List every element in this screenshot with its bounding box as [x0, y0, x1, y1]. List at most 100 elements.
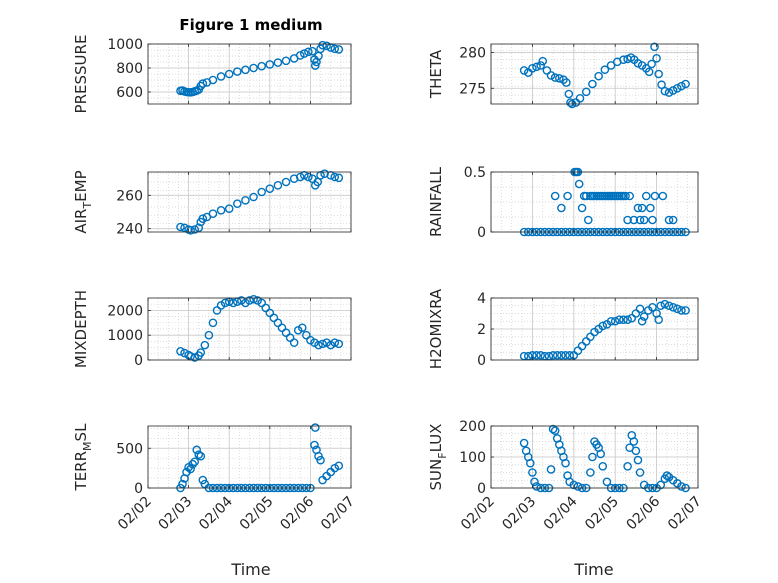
data-point — [190, 225, 199, 234]
data-point — [650, 42, 659, 52]
data-point — [677, 482, 686, 491]
data-point — [310, 423, 320, 432]
data-point — [573, 482, 583, 491]
data-point — [316, 455, 325, 465]
x-axis-label-right: Time — [573, 560, 613, 579]
data-point — [668, 302, 678, 312]
data-point — [561, 458, 570, 468]
data-point — [548, 351, 558, 360]
y-tick-label: 0 — [134, 353, 143, 369]
y-tick-label: 0 — [477, 225, 486, 241]
data-point — [588, 79, 597, 89]
y-axis-label: THETA — [427, 49, 445, 99]
y-axis-label: H2OMIXRA — [427, 288, 445, 369]
data-point — [646, 203, 655, 213]
data-point — [598, 461, 608, 471]
data-point — [190, 457, 199, 467]
data-point — [615, 315, 624, 325]
data-point — [577, 203, 587, 213]
data-point — [308, 46, 317, 56]
data-point — [295, 51, 305, 60]
data-point — [629, 437, 639, 446]
data-point — [657, 80, 666, 90]
data-point — [295, 172, 305, 182]
y-tick-label: 0 — [477, 353, 486, 369]
x-axis-label-left: Time — [230, 560, 270, 579]
data-point — [330, 44, 340, 54]
data-point — [594, 71, 603, 81]
data-point — [176, 347, 185, 356]
data-point — [664, 301, 674, 311]
data-point — [304, 47, 313, 57]
data-point — [192, 445, 202, 455]
data-point — [564, 89, 574, 99]
y-tick-label: 275 — [459, 81, 486, 97]
data-point — [673, 83, 682, 93]
data-point — [623, 461, 632, 471]
subplot-4: 0 0.5 RAINFALL — [427, 165, 699, 241]
data-point — [557, 203, 566, 213]
y-tick-label: 1000 — [107, 37, 143, 53]
data-point — [550, 73, 560, 82]
data-point — [318, 40, 327, 50]
data-point — [588, 452, 597, 462]
axes-box — [147, 171, 352, 233]
data-point — [528, 468, 537, 477]
data-point — [565, 351, 574, 360]
data-point — [562, 78, 571, 87]
y-axis-label: TERRMSL — [72, 423, 94, 492]
data-point — [656, 480, 666, 490]
data-point — [652, 53, 661, 63]
data-point — [196, 451, 206, 461]
y-axis-label: SUNFLUX — [427, 424, 449, 491]
axes-box — [147, 297, 352, 361]
data-point — [550, 191, 560, 201]
y-tick-label: 240 — [116, 222, 143, 238]
data-point — [681, 306, 690, 315]
data-point — [664, 215, 674, 225]
data-point — [318, 339, 327, 349]
data-point — [257, 187, 266, 197]
data-point — [639, 215, 649, 225]
data-point — [249, 294, 258, 304]
data-point — [581, 87, 591, 97]
data-point — [635, 468, 645, 477]
y-tick-label: 280 — [459, 46, 486, 62]
data-point — [176, 222, 185, 232]
y-tick-label: 0.5 — [464, 165, 486, 181]
y-tick-label: 500 — [116, 441, 143, 457]
data-point — [297, 323, 307, 333]
data-point — [528, 63, 537, 73]
data-point — [660, 299, 670, 309]
data-point — [289, 174, 299, 183]
data-point — [245, 296, 254, 305]
axes-box — [490, 171, 699, 233]
data-point — [557, 351, 566, 360]
data-point — [610, 316, 620, 326]
data-point — [241, 65, 250, 75]
data-point — [677, 81, 686, 91]
data-point — [546, 71, 556, 80]
data-point — [249, 192, 258, 202]
data-point — [519, 438, 529, 448]
y-tick-label: 600 — [116, 85, 143, 101]
data-point — [224, 204, 234, 213]
data-point — [194, 450, 204, 459]
data-point — [621, 191, 630, 201]
data-point — [194, 223, 204, 233]
data-point — [681, 79, 690, 89]
data-point — [658, 191, 668, 201]
data-point — [668, 215, 678, 225]
data-point — [561, 351, 570, 360]
data-point — [635, 215, 645, 225]
data-point — [532, 482, 541, 491]
data-point — [662, 471, 672, 480]
data-point — [190, 353, 199, 362]
subplot-5: 0 1000 2000 MIXDEPTH — [72, 290, 352, 369]
data-point — [273, 181, 283, 190]
y-axis-label: PRESSURE — [72, 35, 90, 114]
data-point — [677, 306, 686, 315]
data-point — [550, 426, 560, 435]
y-tick-label: 4 — [477, 291, 486, 307]
